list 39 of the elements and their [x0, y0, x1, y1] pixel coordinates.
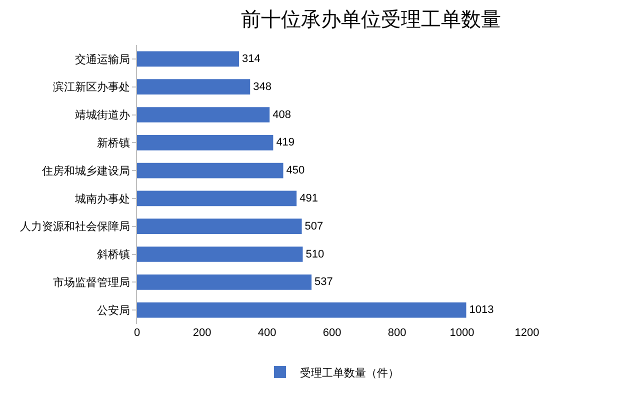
- bar: [137, 162, 284, 178]
- x-tick-label: 1000: [450, 327, 474, 339]
- bar: [137, 51, 240, 67]
- bar: [137, 218, 302, 234]
- x-tick-label: 0: [134, 327, 140, 339]
- bar: [137, 134, 274, 150]
- data-label: 1013: [469, 304, 494, 316]
- y-tick-label: 公安局: [96, 304, 130, 317]
- data-label: 450: [286, 164, 305, 177]
- y-tick-label: 城南办事处: [74, 192, 130, 206]
- x-tick-label: 800: [388, 327, 406, 339]
- data-label: 491: [300, 192, 318, 204]
- y-tick-label: 滨江新区办事处: [52, 80, 130, 94]
- data-label: 507: [304, 220, 324, 232]
- bar: [137, 190, 297, 206]
- data-label: 314: [242, 52, 260, 65]
- bar: [137, 79, 250, 95]
- data-label: 537: [314, 276, 333, 288]
- legend-label: 受理工单数量（件）: [300, 366, 399, 380]
- x-tick-label: 600: [322, 327, 342, 339]
- chart-title: 前十位承办单位受理工单数量: [240, 6, 501, 31]
- x-tick-label: 1200: [514, 327, 540, 339]
- y-tick-label: 住房和城乡建设局: [42, 164, 130, 178]
- y-tick-label: 人力资源和社会保障局: [20, 220, 130, 234]
- data-label: 348: [253, 80, 272, 93]
- y-tick-label: 市场监督管理局: [52, 276, 130, 289]
- y-tick-label: 交通运输局: [74, 52, 130, 66]
- data-label: 510: [306, 248, 324, 260]
- bar: [137, 246, 303, 262]
- y-tick-label: 斜桥镇: [96, 249, 130, 262]
- data-label: 408: [272, 108, 291, 121]
- x-tick-label: 200: [192, 327, 212, 339]
- data-label: 419: [276, 136, 295, 149]
- x-tick-label: 400: [258, 327, 276, 339]
- y-tick-label: 靖城街道办: [74, 108, 130, 122]
- bar: [137, 302, 466, 318]
- y-tick-label: 新桥镇: [96, 136, 130, 150]
- bar: [137, 107, 270, 122]
- bar: [137, 274, 312, 290]
